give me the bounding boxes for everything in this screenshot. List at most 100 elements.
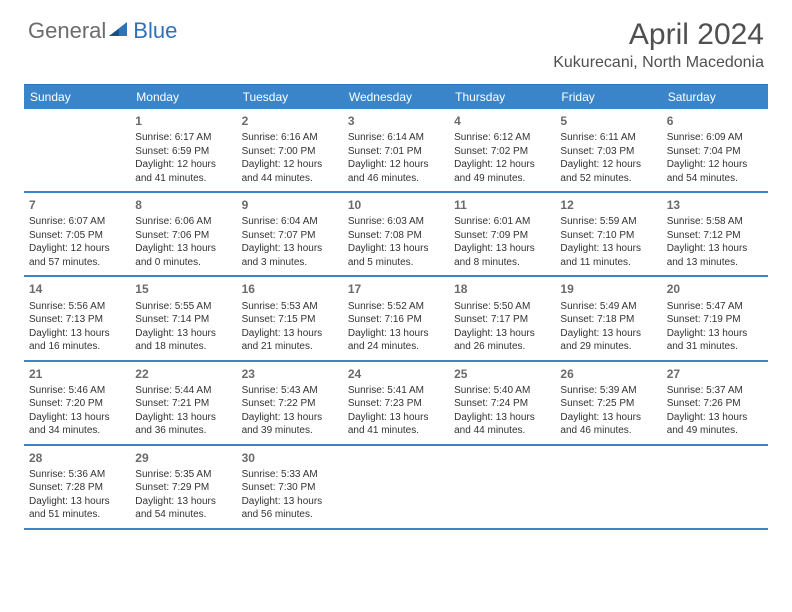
sunrise-line: Sunrise: 5:40 AM <box>454 384 550 398</box>
location-label: Kukurecani, North Macedonia <box>553 54 764 72</box>
daylight-line: Daylight: 12 hours and 44 minutes. <box>242 158 338 185</box>
day-cell: 8Sunrise: 6:06 AMSunset: 7:06 PMDaylight… <box>130 193 236 275</box>
sunset-line: Sunset: 6:59 PM <box>135 145 231 159</box>
sunrise-line: Sunrise: 5:47 AM <box>667 300 763 314</box>
sunset-line: Sunset: 7:25 PM <box>560 397 656 411</box>
daylight-line: Daylight: 13 hours and 56 minutes. <box>242 495 338 522</box>
sunrise-line: Sunrise: 6:11 AM <box>560 131 656 145</box>
daylight-line: Daylight: 13 hours and 16 minutes. <box>29 327 125 354</box>
sunrise-line: Sunrise: 5:55 AM <box>135 300 231 314</box>
sunrise-line: Sunrise: 5:56 AM <box>29 300 125 314</box>
daylight-line: Daylight: 13 hours and 41 minutes. <box>348 411 444 438</box>
month-title: April 2024 <box>553 18 764 52</box>
day-number: 11 <box>454 197 550 213</box>
daylight-line: Daylight: 13 hours and 26 minutes. <box>454 327 550 354</box>
week-row: 7Sunrise: 6:07 AMSunset: 7:05 PMDaylight… <box>24 193 768 277</box>
day-number: 23 <box>242 366 338 382</box>
day-cell: 2Sunrise: 6:16 AMSunset: 7:00 PMDaylight… <box>237 109 343 191</box>
sunrise-line: Sunrise: 6:01 AM <box>454 215 550 229</box>
day-header-cell: Monday <box>130 85 236 109</box>
sunset-line: Sunset: 7:23 PM <box>348 397 444 411</box>
day-cell: 23Sunrise: 5:43 AMSunset: 7:22 PMDayligh… <box>237 362 343 444</box>
sunrise-line: Sunrise: 5:46 AM <box>29 384 125 398</box>
sunrise-line: Sunrise: 5:35 AM <box>135 468 231 482</box>
logo-triangle-icon <box>109 20 129 43</box>
sunrise-line: Sunrise: 5:53 AM <box>242 300 338 314</box>
day-number: 3 <box>348 113 444 129</box>
daylight-line: Daylight: 13 hours and 49 minutes. <box>667 411 763 438</box>
sunset-line: Sunset: 7:19 PM <box>667 313 763 327</box>
sunset-line: Sunset: 7:13 PM <box>29 313 125 327</box>
day-cell: 11 Sunrise: 6:01 AMSunset: 7:09 PMDayligh… <box>449 193 555 275</box>
daylight-line: Daylight: 13 hours and 13 minutes. <box>667 242 763 269</box>
day-cell: 7Sunrise: 6:07 AMSunset: 7:05 PMDaylight… <box>24 193 130 275</box>
day-cell: 21Sunrise: 5:46 AMSunset: 7:20 PMDayligh… <box>24 362 130 444</box>
daylight-line: Daylight: 12 hours and 54 minutes. <box>667 158 763 185</box>
sunset-line: Sunset: 7:00 PM <box>242 145 338 159</box>
day-cell: 16Sunrise: 5:53 AMSunset: 7:15 PMDayligh… <box>237 277 343 359</box>
sunrise-line: Sunrise: 5:49 AM <box>560 300 656 314</box>
day-cell <box>343 446 449 528</box>
daylight-line: Daylight: 13 hours and 5 minutes. <box>348 242 444 269</box>
week-row: 21Sunrise: 5:46 AMSunset: 7:20 PMDayligh… <box>24 362 768 446</box>
day-cell <box>449 446 555 528</box>
day-number: 8 <box>135 197 231 213</box>
daylight-line: Daylight: 13 hours and 44 minutes. <box>454 411 550 438</box>
sunset-line: Sunset: 7:26 PM <box>667 397 763 411</box>
daylight-line: Daylight: 13 hours and 11 minutes. <box>560 242 656 269</box>
daylight-line: Daylight: 13 hours and 0 minutes. <box>135 242 231 269</box>
day-number: 27 <box>667 366 763 382</box>
day-cell: 1Sunrise: 6:17 AMSunset: 6:59 PMDaylight… <box>130 109 236 191</box>
daylight-line: Daylight: 13 hours and 18 minutes. <box>135 327 231 354</box>
day-cell: 10Sunrise: 6:03 AMSunset: 7:08 PMDayligh… <box>343 193 449 275</box>
sunrise-line: Sunrise: 6:07 AM <box>29 215 125 229</box>
day-cell: 20Sunrise: 5:47 AMSunset: 7:19 PMDayligh… <box>662 277 768 359</box>
week-row: 28Sunrise: 5:36 AMSunset: 7:28 PMDayligh… <box>24 446 768 530</box>
sunrise-line: Sunrise: 5:41 AM <box>348 384 444 398</box>
day-number: 21 <box>29 366 125 382</box>
day-number: 9 <box>242 197 338 213</box>
day-number: 17 <box>348 281 444 297</box>
sunset-line: Sunset: 7:16 PM <box>348 313 444 327</box>
day-number: 14 <box>29 281 125 297</box>
week-row: 1Sunrise: 6:17 AMSunset: 6:59 PMDaylight… <box>24 109 768 193</box>
day-number: 5 <box>560 113 656 129</box>
sunrise-line: Sunrise: 5:33 AM <box>242 468 338 482</box>
day-cell: 3Sunrise: 6:14 AMSunset: 7:01 PMDaylight… <box>343 109 449 191</box>
day-header-cell: Sunday <box>24 85 130 109</box>
day-number: 24 <box>348 366 444 382</box>
day-cell: 30Sunrise: 5:33 AMSunset: 7:30 PMDayligh… <box>237 446 343 528</box>
day-cell: 27Sunrise: 5:37 AMSunset: 7:26 PMDayligh… <box>662 362 768 444</box>
sunset-line: Sunset: 7:12 PM <box>667 229 763 243</box>
daylight-line: Daylight: 13 hours and 51 minutes. <box>29 495 125 522</box>
daylight-line: Daylight: 13 hours and 21 minutes. <box>242 327 338 354</box>
day-number: 15 <box>135 281 231 297</box>
day-number: 26 <box>560 366 656 382</box>
sunset-line: Sunset: 7:01 PM <box>348 145 444 159</box>
daylight-line: Daylight: 13 hours and 8 minutes. <box>454 242 550 269</box>
daylight-line: Daylight: 13 hours and 39 minutes. <box>242 411 338 438</box>
daylight-line: Daylight: 13 hours and 3 minutes. <box>242 242 338 269</box>
day-cell: 28Sunrise: 5:36 AMSunset: 7:28 PMDayligh… <box>24 446 130 528</box>
day-header-row: SundayMondayTuesdayWednesdayThursdayFrid… <box>24 85 768 109</box>
day-cell: 22Sunrise: 5:44 AMSunset: 7:21 PMDayligh… <box>130 362 236 444</box>
daylight-line: Daylight: 13 hours and 54 minutes. <box>135 495 231 522</box>
sunrise-line: Sunrise: 5:36 AM <box>29 468 125 482</box>
day-cell: 18Sunrise: 5:50 AMSunset: 7:17 PMDayligh… <box>449 277 555 359</box>
sunrise-line: Sunrise: 5:50 AM <box>454 300 550 314</box>
day-cell: 12Sunrise: 5:59 AMSunset: 7:10 PMDayligh… <box>555 193 661 275</box>
day-cell: 26Sunrise: 5:39 AMSunset: 7:25 PMDayligh… <box>555 362 661 444</box>
day-cell: 19Sunrise: 5:49 AMSunset: 7:18 PMDayligh… <box>555 277 661 359</box>
daylight-line: Daylight: 13 hours and 34 minutes. <box>29 411 125 438</box>
sunset-line: Sunset: 7:09 PM <box>454 229 550 243</box>
day-header-cell: Friday <box>555 85 661 109</box>
sunset-line: Sunset: 7:15 PM <box>242 313 338 327</box>
day-cell: 14 Sunrise: 5:56 AMSunset: 7:13 PMDayligh… <box>24 277 130 359</box>
day-number: 30 <box>242 450 338 466</box>
sunrise-line: Sunrise: 5:43 AM <box>242 384 338 398</box>
day-header-cell: Wednesday <box>343 85 449 109</box>
day-cell: 9Sunrise: 6:04 AMSunset: 7:07 PMDaylight… <box>237 193 343 275</box>
daylight-line: Daylight: 13 hours and 31 minutes. <box>667 327 763 354</box>
daylight-line: Daylight: 13 hours and 29 minutes. <box>560 327 656 354</box>
sunrise-line: Sunrise: 6:14 AM <box>348 131 444 145</box>
